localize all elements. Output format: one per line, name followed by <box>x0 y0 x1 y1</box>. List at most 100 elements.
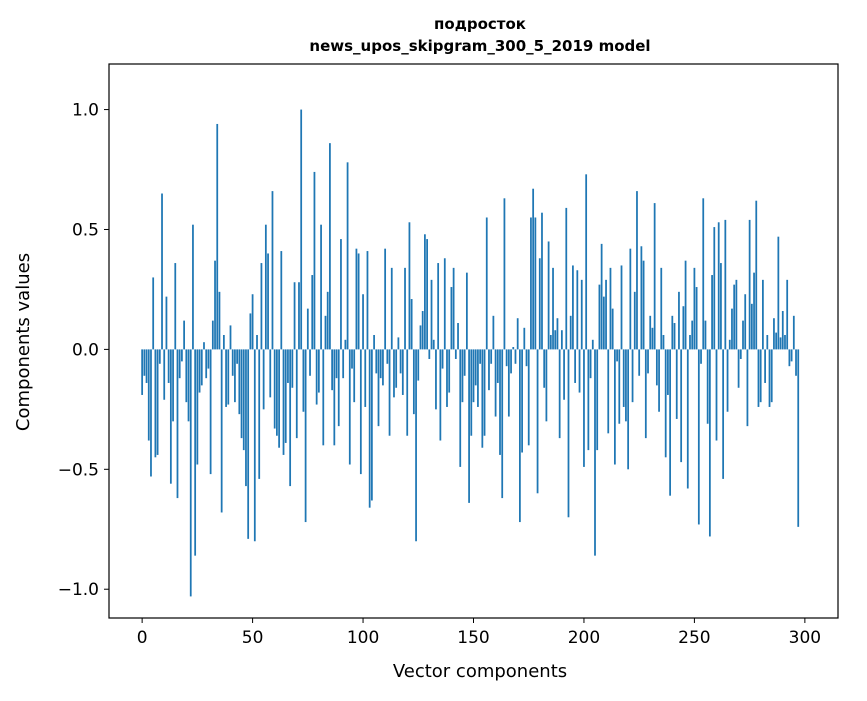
bar-69 <box>293 282 296 350</box>
chart-title-line2: news_upos_skipgram_300_5_2019 model <box>309 37 650 55</box>
bar-111 <box>386 349 389 364</box>
bar-128 <box>424 234 426 350</box>
bar-201 <box>585 174 588 350</box>
bar-209 <box>602 296 605 350</box>
bar-6 <box>154 349 157 458</box>
bar-235 <box>660 267 663 350</box>
bar-271 <box>739 349 742 359</box>
bar-5 <box>152 277 155 350</box>
bar-74 <box>304 349 307 523</box>
bar-289 <box>779 337 782 350</box>
bar-281 <box>762 279 764 350</box>
bar-80 <box>317 349 320 393</box>
bar-1 <box>143 349 146 376</box>
bar-86 <box>331 349 334 391</box>
bar-105 <box>373 335 375 350</box>
bar-288 <box>777 236 780 350</box>
bar-48 <box>247 349 250 539</box>
bar-203 <box>589 349 592 379</box>
bar-222 <box>631 349 634 403</box>
bar-35 <box>218 291 221 350</box>
bar-51 <box>253 349 256 542</box>
bar-122 <box>410 299 413 350</box>
bar-90 <box>340 239 342 350</box>
bar-107 <box>377 349 380 427</box>
bar-197 <box>576 270 579 350</box>
bar-130 <box>428 349 431 359</box>
bar-59 <box>271 191 274 350</box>
bar-124 <box>415 349 417 542</box>
bar-162 <box>499 349 501 455</box>
x-tick-label-200: 200 <box>568 628 600 648</box>
x-tick-label-300: 300 <box>789 628 821 648</box>
bar-186 <box>552 267 554 350</box>
bar-179 <box>536 349 539 494</box>
bar-233 <box>655 349 658 386</box>
bar-78 <box>313 171 316 350</box>
bar-73 <box>302 349 305 412</box>
bar-242 <box>675 349 678 419</box>
bar-212 <box>609 267 612 350</box>
plot-frame <box>108 63 839 619</box>
y-tick-label-3: 0.5 <box>72 220 99 240</box>
bar-189 <box>558 349 561 439</box>
bar-70 <box>295 349 298 439</box>
bar-273 <box>744 294 747 350</box>
bar-32 <box>211 320 214 350</box>
bar-180 <box>538 258 541 350</box>
bar-255 <box>704 320 707 350</box>
bar-229 <box>647 349 649 374</box>
bar-123 <box>412 349 415 415</box>
bar-261 <box>717 222 720 350</box>
bar-166 <box>507 349 510 417</box>
bar-182 <box>543 349 546 388</box>
bar-294 <box>790 349 793 362</box>
bar-175 <box>527 349 530 446</box>
bar-115 <box>395 349 398 388</box>
bar-42 <box>234 349 236 403</box>
bar-12 <box>167 349 170 383</box>
bar-149 <box>470 349 473 436</box>
bar-181 <box>541 212 543 350</box>
bar-65 <box>284 349 287 443</box>
bar-248 <box>689 335 691 350</box>
bar-163 <box>501 349 504 499</box>
bar-296 <box>795 349 797 376</box>
bar-265 <box>726 349 729 412</box>
bar-46 <box>242 349 245 451</box>
bar-262 <box>720 263 722 350</box>
bar-151 <box>474 349 477 386</box>
bar-49 <box>249 313 252 350</box>
bar-174 <box>525 349 528 367</box>
bar-188 <box>556 318 559 350</box>
bar-94 <box>348 349 351 465</box>
bar-269 <box>735 279 738 350</box>
bar-240 <box>671 315 674 350</box>
bar-286 <box>773 318 775 350</box>
bar-192 <box>565 207 568 350</box>
y-tick-label-1: −0.5 <box>58 460 99 480</box>
bar-21 <box>187 349 190 422</box>
bar-106 <box>375 349 378 374</box>
bar-36 <box>220 349 223 513</box>
bar-191 <box>563 349 565 400</box>
bar-0 <box>141 349 144 395</box>
bar-164 <box>503 198 506 350</box>
bar-47 <box>245 349 247 487</box>
bar-43 <box>236 349 239 364</box>
bar-27 <box>200 349 203 386</box>
bar-119 <box>404 267 406 350</box>
bar-153 <box>479 349 482 364</box>
bar-104 <box>370 349 373 501</box>
bar-131 <box>430 279 433 350</box>
bar-103 <box>368 349 371 508</box>
bar-134 <box>437 263 440 350</box>
bar-82 <box>322 349 325 446</box>
bar-226 <box>640 246 643 350</box>
bar-278 <box>755 200 758 350</box>
bar-13 <box>169 349 172 484</box>
bar-239 <box>669 349 671 496</box>
bar-246 <box>684 260 687 350</box>
bar-28 <box>203 342 205 350</box>
